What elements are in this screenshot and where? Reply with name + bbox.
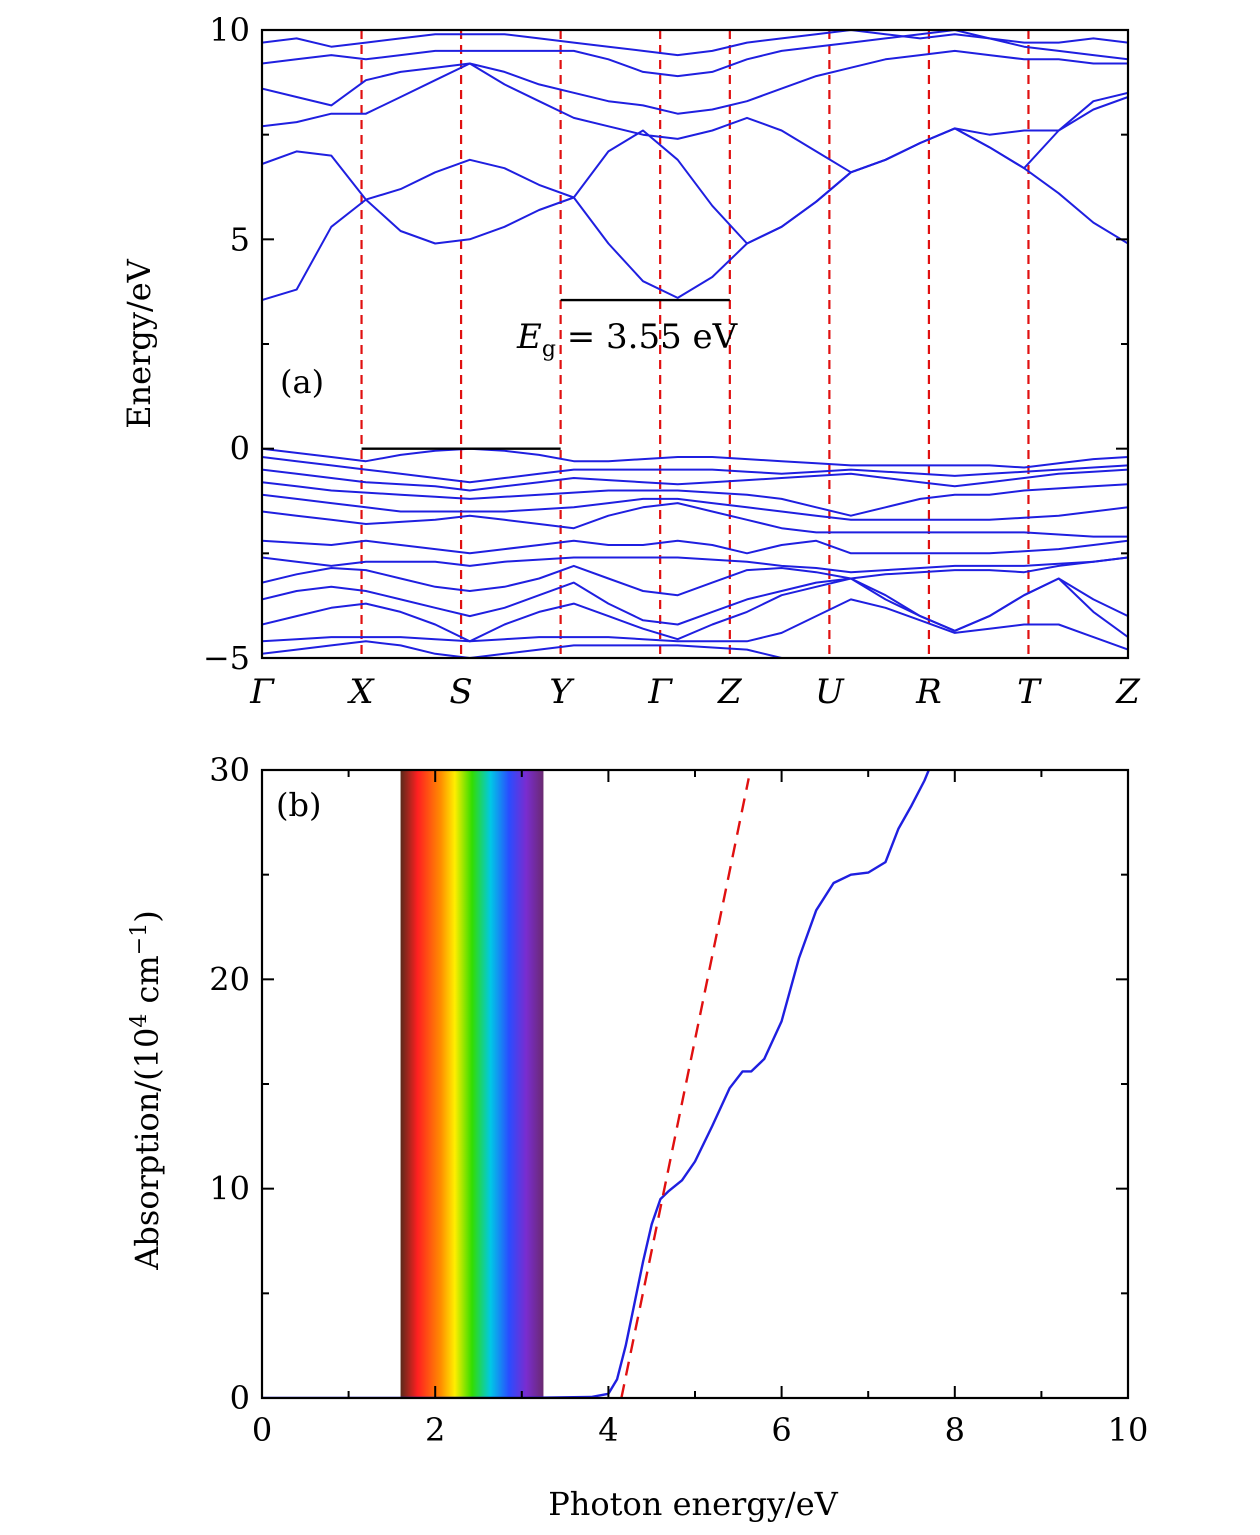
band-line [262,447,1128,469]
y-tick-label: 10 [209,11,250,49]
band-line [262,577,1128,632]
band-line [262,640,1128,658]
panel-label-a: (a) [280,363,324,401]
y-ticks-a: 10 5 0 −5 [203,11,1128,677]
band-line [262,556,1128,574]
band-line [262,62,1128,174]
kpoint-label: T [1017,672,1042,712]
x-tick-label: 10 [1108,1411,1149,1449]
plot-frame-b [260,768,1130,1400]
absorption-panel: 0 2 4 6 8 10 0 10 20 30 Photon energy/eV Absorpt… [127,751,1148,1523]
y-tick-label: −5 [203,639,250,677]
gap-markers [361,298,730,450]
band-line [262,49,1128,115]
band-line [262,456,1128,484]
kpoint-label: X [346,672,375,712]
kpoint-label: U [815,672,845,712]
visible-spectrum-band [400,770,544,1398]
x-ticks-b: 0 2 4 6 8 10 [252,770,1149,1449]
x-tick-label: 4 [598,1411,618,1449]
x-axis-title-b: Photon energy/eV [548,1485,838,1523]
y-axis-title-a: Energy/eV [120,258,158,428]
band-lines [262,30,1128,658]
kpoint-label: Γ [249,672,275,712]
band-line [262,502,1128,538]
band-line [262,598,1128,651]
ylabel-b-sup: 4 [127,1014,152,1028]
annot-sub: g [542,337,556,362]
x-tick-label: 6 [771,1411,791,1449]
y-tick-label: 20 [209,960,250,998]
band-line [262,481,1128,517]
ylabel-b-mid: cm [128,955,166,1013]
x-tick-label: 8 [945,1411,965,1449]
x-tick-label: 0 [252,1411,272,1449]
kpoint-label: Z [717,672,743,712]
band-line [262,539,1128,555]
kpoint-label: S [449,672,472,712]
x-tick-label: 2 [425,1411,445,1449]
y-tick-label: 5 [230,220,250,258]
kpoint-label: Γ [647,672,673,712]
band-line [262,127,1128,301]
y-tick-label: 0 [230,1379,250,1417]
band-gap-annotation: Eg = 3.55 eV [516,317,739,362]
kpoint-label: Y [549,672,575,712]
band-line [262,91,1128,299]
absorption-curve [262,770,930,1398]
band-structure-panel: 10 5 0 −5 Γ X S Y Γ Z U R T Z Energy/eV (a) Eg = 3.5… [120,11,1141,712]
linear-fit-line [620,778,750,1398]
y-tick-label: 0 [230,430,250,468]
y-tick-label: 30 [209,751,250,789]
y-tick-label: 10 [209,1170,250,1208]
band-line [262,556,1128,597]
kpoint-label: Z [1115,672,1141,712]
band-line [262,493,1128,521]
annot-rest: = 3.55 eV [556,317,739,357]
panel-label-b: (b) [276,786,321,824]
band-line [262,468,1128,492]
ylabel-b-post: ) [128,910,166,922]
absorption-curves [262,770,930,1398]
ylabel-b-sup2: −1 [127,923,152,955]
ylabel-b-pre: Absorption/(10 [128,1028,166,1271]
y-ticks-b: 0 10 20 30 [209,751,1128,1417]
y-axis-title-b: Absorption/(104 cm−1) [127,910,166,1270]
band-line [262,577,1128,643]
annot-e: E [516,317,542,357]
kpoint-label: R [915,672,942,712]
band-line [262,30,1128,57]
